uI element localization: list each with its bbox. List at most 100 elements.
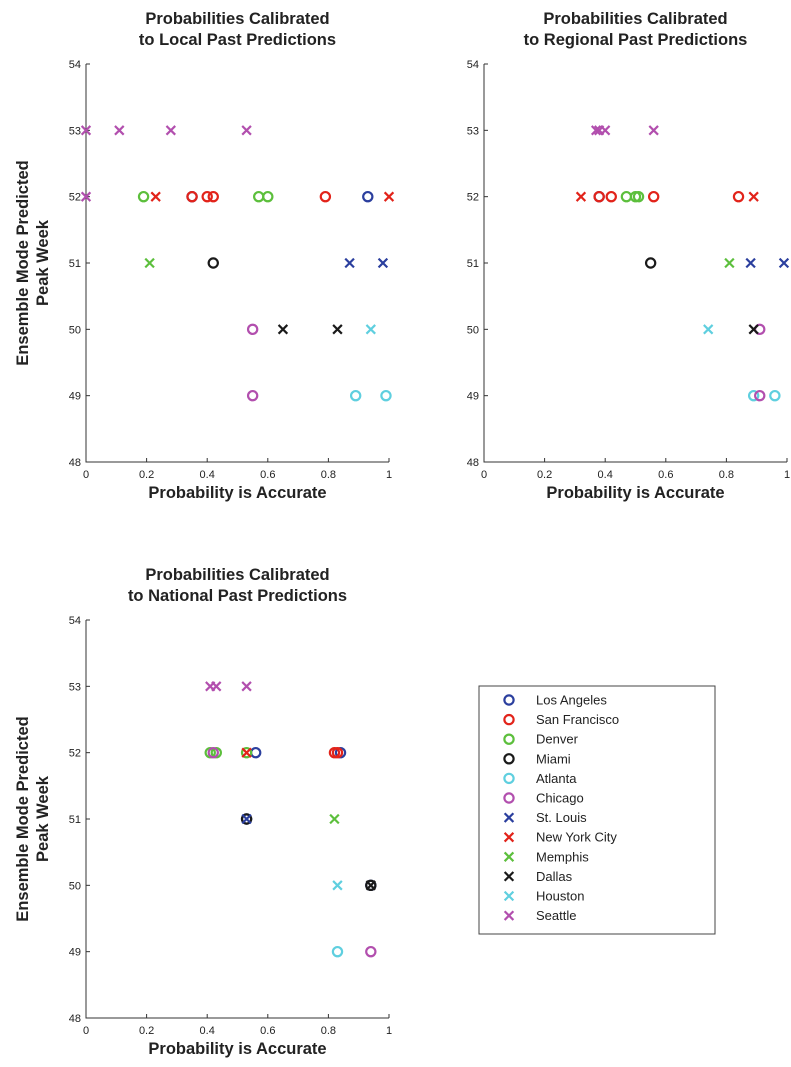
data-point — [114, 125, 125, 136]
chart-title: to Local Past Predictions — [139, 31, 336, 49]
data-point — [644, 257, 657, 269]
data-point — [703, 324, 714, 335]
x-tick-label: 0.8 — [321, 1025, 336, 1037]
data-point — [207, 746, 219, 759]
legend-label: Houston — [536, 889, 584, 904]
legend: Los Angeles San Francisco Denver Miami Atlan… — [478, 685, 716, 935]
data-point — [201, 190, 213, 203]
y-tick-label: 49 — [69, 391, 81, 403]
data-point — [240, 746, 253, 759]
x-tick-label: 0.4 — [598, 469, 613, 481]
series-chicago — [207, 746, 377, 958]
y-tick-label: 50 — [69, 324, 81, 336]
y-tick-label: 52 — [69, 748, 81, 760]
x-tick-label: 0.2 — [139, 1025, 154, 1037]
series-denver — [620, 190, 645, 203]
legend-label: San Francisco — [536, 712, 619, 727]
chart-title: Probabilities Calibrated — [145, 10, 329, 28]
legend-label: Denver — [536, 732, 579, 747]
legend-label: Seattle — [536, 908, 576, 923]
x-axis-label: Probability is Accurate — [546, 484, 724, 502]
y-axis-label: Ensemble Mode Predicted — [14, 160, 32, 365]
data-point — [80, 125, 92, 136]
data-point — [137, 190, 150, 203]
data-point — [332, 880, 343, 891]
charts: 48 49 50 51 52 53 54 0 0.2 0.4 0.6 0.8 1 Probabilitie… — [14, 10, 790, 1058]
x-tick-label: 0.8 — [719, 469, 734, 481]
legend-label: New York City — [536, 830, 617, 845]
legend-marker — [503, 851, 515, 862]
data-point — [240, 813, 253, 825]
data-point — [207, 190, 219, 203]
legend-label: Memphis — [536, 849, 589, 864]
data-point — [724, 257, 735, 269]
legend-entry: Atlanta — [503, 771, 577, 786]
legend-label: Los Angeles — [536, 693, 607, 708]
chart-panel-2: 48 49 50 51 52 53 54 0 0.2 0.4 0.6 0.8 1 Probabilitie… — [467, 10, 790, 502]
series-houston — [703, 324, 714, 335]
legend-entry: Seattle — [503, 908, 576, 923]
legend-label: Miami — [536, 751, 571, 766]
legend-label: Dallas — [536, 869, 573, 884]
y-tick-label: 54 — [467, 59, 479, 71]
x-tick-label: 0.4 — [200, 1025, 215, 1037]
legend-entry: Dallas — [503, 869, 573, 884]
data-point — [331, 746, 344, 759]
series-atlanta — [349, 389, 392, 402]
data-point — [778, 257, 790, 269]
series-memphis — [724, 257, 735, 269]
x-tick-label: 1 — [386, 469, 392, 481]
data-point — [365, 879, 377, 892]
legend-entry: Houston — [503, 889, 584, 904]
legend-label: Chicago — [536, 791, 584, 806]
data-point — [329, 813, 340, 825]
series-los-angeles — [240, 746, 377, 892]
y-tick-label: 53 — [69, 681, 81, 693]
data-point — [769, 389, 781, 402]
data-point — [380, 389, 392, 402]
legend-entry: Chicago — [503, 791, 584, 806]
legend-marker — [503, 792, 515, 804]
y-tick-label: 52 — [467, 192, 479, 204]
data-point — [241, 681, 252, 692]
data-point — [632, 190, 645, 203]
axes-frame — [85, 620, 389, 1019]
data-point — [186, 190, 198, 203]
series-new-york-city — [575, 191, 759, 202]
series-chicago — [246, 323, 259, 402]
series-miami — [644, 257, 657, 269]
y-axis-label: Peak Week — [34, 775, 52, 862]
x-tick-label: 1 — [784, 469, 790, 481]
data-point — [605, 190, 617, 203]
legend-marker — [503, 812, 515, 823]
series-miami — [240, 813, 377, 892]
data-point — [377, 257, 389, 269]
data-point — [246, 389, 259, 402]
y-tick-label: 48 — [69, 1013, 81, 1025]
series-chicago — [754, 323, 766, 402]
legend-box — [478, 685, 716, 935]
x-axis-label: Probability is Accurate — [148, 1040, 326, 1058]
data-point — [748, 324, 759, 335]
legend-marker — [503, 871, 515, 882]
data-point — [277, 324, 289, 335]
legend-label: St. Louis — [536, 810, 587, 825]
series-memphis — [329, 813, 340, 825]
series-dallas — [277, 324, 343, 335]
legend-entry: New York City — [503, 830, 617, 845]
data-point — [262, 190, 274, 203]
data-point — [332, 324, 343, 335]
data-point — [241, 813, 252, 825]
data-point — [211, 681, 222, 692]
data-point — [748, 191, 759, 202]
legend-items: Los Angeles San Francisco Denver Miami Atlan… — [503, 693, 619, 923]
series-seattle — [205, 681, 252, 692]
y-tick-label: 48 — [467, 457, 479, 469]
series-st-louis — [344, 257, 389, 269]
data-point — [600, 125, 611, 136]
data-point — [150, 191, 161, 202]
chart-panel-1: 48 49 50 51 52 53 54 0 0.2 0.4 0.6 0.8 1 Probabilitie… — [14, 10, 395, 502]
series-san-francisco — [328, 746, 344, 759]
data-point — [590, 125, 602, 136]
data-point — [365, 324, 376, 335]
